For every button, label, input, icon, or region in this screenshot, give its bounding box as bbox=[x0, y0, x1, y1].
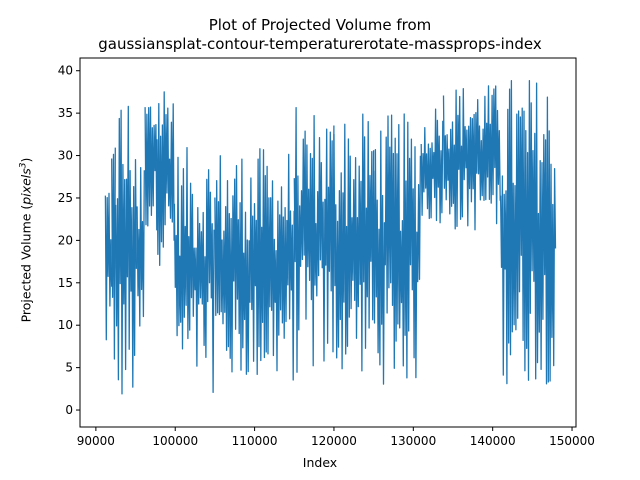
series-line-segment-13 bbox=[499, 79, 557, 385]
x-tick-label-2: 110000 bbox=[232, 434, 278, 448]
series-line-segment-10 bbox=[372, 113, 422, 385]
series-line-segment-1 bbox=[111, 147, 116, 360]
series-line-segment-7 bbox=[214, 148, 295, 381]
y-tick-label-7: 35 bbox=[58, 106, 73, 120]
chart-title-line-1: Plot of Projected Volume from bbox=[208, 16, 432, 34]
x-tick-label-6: 150000 bbox=[549, 434, 595, 448]
x-ticks: 90000 100000 110000 120000 130000 140000 15000… bbox=[77, 427, 595, 448]
series-line-segment-9 bbox=[333, 113, 375, 372]
x-tick-label-0: 90000 bbox=[77, 434, 115, 448]
series-line-segment-5 bbox=[156, 91, 175, 267]
y-tick-label-3: 15 bbox=[58, 276, 73, 290]
series-line-segment-8 bbox=[293, 106, 335, 373]
y-tick-label-4: 20 bbox=[58, 233, 73, 247]
x-tick-label-4: 130000 bbox=[390, 434, 436, 448]
series-line-segment-12 bbox=[442, 85, 501, 231]
y-axis-label-unit: pixels bbox=[18, 168, 34, 205]
y-axis-label: Projected Volume (pixels3) bbox=[18, 158, 33, 323]
series-layer bbox=[104, 79, 557, 395]
series-line-segment-6 bbox=[173, 146, 215, 394]
series-line-segment-2 bbox=[115, 105, 138, 395]
series-line-segment-3 bbox=[136, 166, 145, 327]
y-ticks: 0 5 10 15 20 25 30 35 40 bbox=[58, 64, 80, 417]
x-axis-label: Index bbox=[302, 455, 338, 470]
y-axis-label-suffix: ) bbox=[18, 157, 34, 163]
y-tick-label-0: 0 bbox=[65, 403, 73, 417]
y-axis-label-exponent: 3 bbox=[18, 162, 29, 169]
x-tick-label-1: 100000 bbox=[152, 434, 198, 448]
series-line-segment-0 bbox=[104, 192, 113, 341]
y-tick-label-6: 30 bbox=[58, 149, 73, 163]
x-tick-label-5: 140000 bbox=[470, 434, 516, 448]
y-axis-label-prefix: Projected Volume ( bbox=[18, 204, 34, 323]
series-line-segment-4 bbox=[144, 106, 158, 231]
x-tick-label-3: 120000 bbox=[311, 434, 357, 448]
axes-frame bbox=[79, 57, 577, 428]
y-tick-label-8: 40 bbox=[58, 64, 73, 78]
series-line-segment-11 bbox=[420, 108, 444, 224]
y-tick-label-1: 5 bbox=[65, 361, 73, 375]
y-tick-label-2: 10 bbox=[58, 318, 73, 332]
chart-title-line-2: gaussiansplat-contour-temperaturerotate-… bbox=[98, 35, 542, 53]
y-tick-label-5: 25 bbox=[58, 191, 73, 205]
